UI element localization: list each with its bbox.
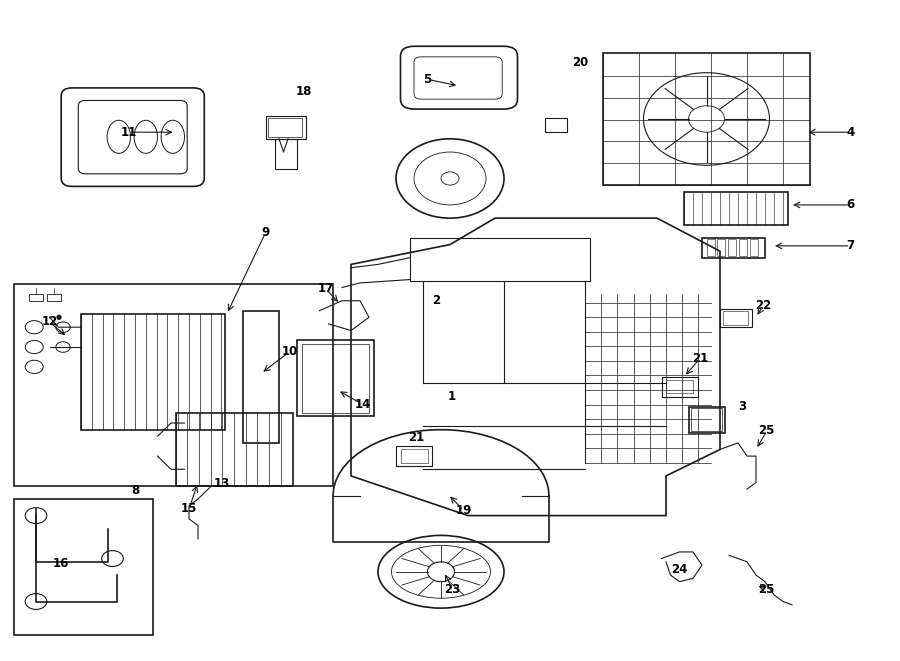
Text: 13: 13	[214, 477, 230, 490]
Bar	[706, 239, 715, 256]
FancyBboxPatch shape	[414, 57, 502, 99]
Text: 24: 24	[671, 563, 688, 576]
Text: 14: 14	[355, 398, 371, 411]
Bar	[297, 340, 374, 416]
Polygon shape	[603, 53, 810, 185]
Text: 16: 16	[53, 557, 69, 570]
Text: ●: ●	[56, 314, 61, 321]
Text: 5: 5	[423, 73, 432, 86]
Bar	[268, 118, 302, 137]
Text: 11: 11	[121, 126, 137, 139]
Text: 12: 12	[41, 315, 58, 329]
Bar	[243, 311, 279, 443]
Bar	[688, 407, 724, 433]
Bar	[400, 449, 428, 463]
Text: 20: 20	[572, 56, 589, 69]
Bar	[410, 238, 590, 281]
Bar	[266, 116, 306, 139]
Bar	[47, 294, 61, 301]
Bar	[176, 413, 292, 486]
FancyBboxPatch shape	[61, 88, 204, 186]
Text: 25: 25	[759, 424, 775, 438]
FancyBboxPatch shape	[400, 46, 518, 109]
Bar	[302, 344, 369, 413]
Bar	[702, 238, 765, 258]
Text: 21: 21	[408, 431, 424, 444]
Text: 7: 7	[846, 239, 855, 253]
Bar	[396, 446, 432, 466]
Text: 3: 3	[738, 400, 747, 413]
Text: 8: 8	[130, 484, 140, 497]
Bar	[81, 314, 225, 430]
Text: 22: 22	[755, 299, 771, 312]
Bar	[691, 408, 722, 431]
Text: 17: 17	[318, 282, 334, 295]
Polygon shape	[351, 218, 720, 516]
Text: 10: 10	[282, 345, 298, 358]
Text: 6: 6	[846, 198, 855, 212]
Text: 9: 9	[261, 226, 270, 239]
Bar	[14, 499, 153, 635]
Text: 21: 21	[692, 352, 708, 365]
Text: 4: 4	[846, 126, 855, 139]
Bar	[29, 294, 43, 301]
Text: 1: 1	[447, 390, 456, 403]
Bar	[274, 139, 297, 169]
Text: 18: 18	[296, 85, 312, 98]
Bar	[14, 284, 333, 486]
Bar	[684, 192, 788, 225]
Text: 15: 15	[181, 502, 197, 516]
Text: 23: 23	[445, 583, 461, 596]
Bar	[717, 239, 725, 256]
Bar	[544, 118, 567, 132]
Text: 25: 25	[759, 583, 775, 596]
Bar	[662, 377, 698, 397]
Bar	[739, 239, 747, 256]
Bar	[666, 380, 693, 393]
Bar	[750, 239, 758, 256]
Text: 2: 2	[432, 294, 441, 307]
FancyBboxPatch shape	[78, 100, 187, 174]
Bar	[723, 311, 748, 325]
Bar	[728, 239, 736, 256]
Text: 19: 19	[455, 504, 472, 517]
Bar	[720, 309, 751, 327]
